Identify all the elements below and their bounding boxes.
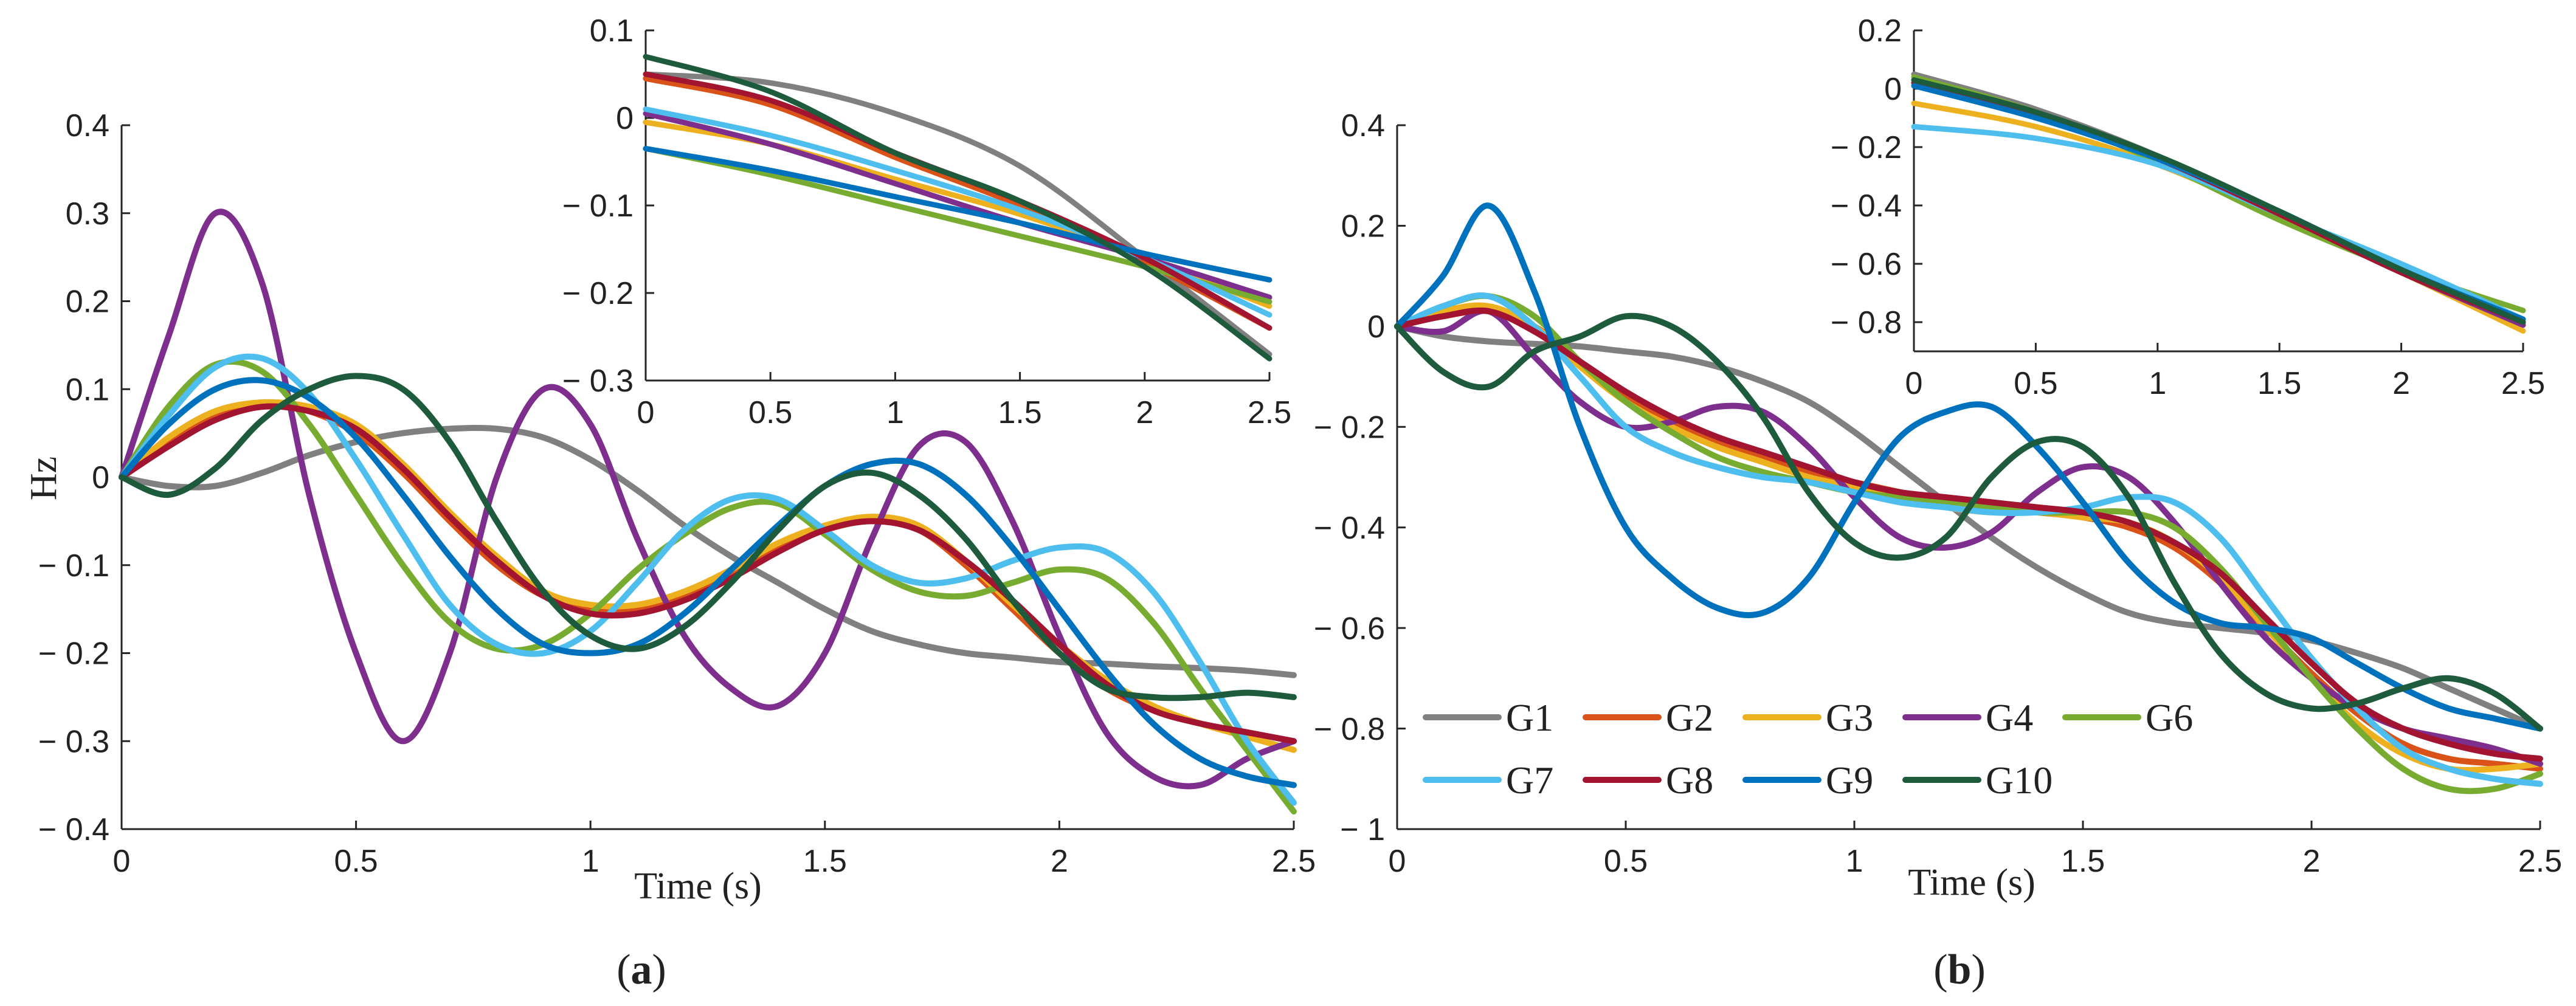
inset-a-ytick-label: − 0.3: [562, 363, 634, 399]
inset-b-ytick-label: − 0.8: [1831, 305, 1902, 340]
inset-b-xtick-label: 2: [2392, 366, 2410, 401]
inset-b: 0 0.5 1 1.5 2 2.5 − 0.8 − 0.6 − 0.4 − 0.2 0 0.2: [1831, 13, 2545, 401]
main-a-ytick-label: 0: [92, 460, 109, 495]
main-a-xtick-label: 0: [113, 844, 131, 879]
main-b-series-g8: [1394, 307, 2543, 762]
main-b-series-g9: [1394, 202, 2543, 732]
main-a-xtick-label: 1: [582, 844, 599, 879]
main-b-xtick-label: 2: [2303, 844, 2321, 879]
ylabel-a: Hz: [23, 456, 64, 500]
xlabel-b: Time (s): [1908, 862, 2036, 903]
xlabel-a: Time (s): [634, 866, 762, 907]
main-a-series-g6: [119, 358, 1297, 815]
inset-b-ytick-label: 0.2: [1858, 13, 1902, 49]
inset-b-xtick-label: 1: [2149, 366, 2166, 401]
inset-a-ytick-label: 0.1: [590, 13, 634, 49]
legend-label-g7: G7: [1506, 759, 1553, 802]
inset-b-series-g10: [1911, 77, 2526, 325]
main-a-ytick-label: − 0.4: [38, 812, 109, 847]
caption-a-letter: a: [631, 946, 652, 993]
main-b-series-g10: [1394, 312, 2543, 732]
main-b-ytick-label: 0: [1367, 309, 1385, 345]
main-a-ytick-label: − 0.3: [38, 724, 109, 759]
panel-a: 0 0.5 1 1.5 2 2.5 − 0.4 − 0.3 − 0.2 − 0.1 0 0.1 0.2 0…: [23, 13, 1316, 993]
main-a-ytick-label: 0.2: [66, 284, 109, 320]
main-a-series-g1: [119, 425, 1297, 678]
caption-b: (b): [1933, 946, 1986, 993]
main-b-ytick-label: − 0.4: [1314, 511, 1385, 546]
panel-b: 0 0.5 1 1.5 2 2.5− 1− 0.8− 0.6− 0.4− 0.200.20…: [1314, 13, 2562, 993]
inset-b-ytick-label: − 0.6: [1831, 247, 1902, 282]
caption-b-letter: b: [1948, 946, 1972, 993]
inset-a-series-g6: [643, 145, 1272, 305]
main-a-xtick-label: 1.5: [803, 844, 847, 879]
main-a-xtick-label: 2.5: [1272, 844, 1316, 879]
main-b-series-g4: [1394, 308, 2543, 767]
inset-a-xtick-label: 2.5: [1248, 395, 1291, 430]
main-b-ytick-label: − 0.2: [1314, 410, 1385, 445]
inset-a-xtick-label: 2: [1136, 395, 1153, 430]
inset-b-xtick-label: 0: [1905, 366, 1923, 401]
inset-a-ytick-label: − 0.1: [562, 188, 634, 224]
main-b-ytick-label: − 0.8: [1314, 712, 1385, 747]
main-b-xtick-label: 1.5: [2061, 844, 2105, 879]
inset-a-xtick-label: 1: [886, 395, 904, 430]
legend-label-g2: G2: [1666, 696, 1713, 739]
inset-b-xtick-label: 2.5: [2501, 366, 2545, 401]
inset-a-xtick-label: 0: [637, 395, 655, 430]
inset-a-ytick-label: − 0.2: [562, 276, 634, 311]
inset-a-ytick-label: 0: [616, 101, 634, 136]
main-b-xtick-label: 2.5: [2518, 844, 2562, 879]
main-b-ytick-label: − 1: [1340, 812, 1385, 847]
inset-a-series-g9: [643, 145, 1272, 283]
main-a-series-g4: [119, 208, 1297, 790]
plot-a: 0 0.5 1 1.5 2 2.5 − 0.4 − 0.3 − 0.2 − 0.1 0 0.1 0.2 0…: [38, 108, 1316, 879]
caption-a: (a): [616, 946, 666, 993]
main-b-series-g1: [1394, 323, 2543, 732]
legend-label-g1: G1: [1506, 696, 1553, 739]
legend-label-g8: G8: [1666, 759, 1713, 802]
main-a-series-g9: [119, 377, 1297, 788]
main-b-ytick-label: 0.2: [1341, 209, 1385, 244]
main-a-ytick-label: 0.3: [66, 196, 109, 232]
legend-label-g4: G4: [1986, 696, 2033, 739]
main-a-xtick-label: 2: [1051, 844, 1068, 879]
main-a-series-g10: [119, 373, 1297, 701]
main-a-ytick-label: − 0.2: [38, 636, 109, 672]
inset-b-xtick-label: 1.5: [2257, 366, 2301, 401]
legend-label-g3: G3: [1826, 696, 1873, 739]
inset-a-xtick-label: 1.5: [998, 395, 1041, 430]
main-b-xtick-label: 0.5: [1604, 844, 1648, 879]
main-a-xtick-label: 0.5: [334, 844, 378, 879]
inset-a-series-g10: [643, 53, 1272, 362]
main-b-ytick-label: − 0.6: [1314, 611, 1385, 646]
legend-label-g6: G6: [2146, 696, 2193, 739]
main-b-xtick-label: 1: [1846, 844, 1863, 879]
inset-a-xtick-label: 0.5: [748, 395, 792, 430]
inset-a: 0 0.5 1 1.5 2 2.5 − 0.3 − 0.2 − 0.1 0 0.1: [562, 13, 1291, 430]
main-a-ytick-label: 0.1: [66, 372, 109, 407]
main-a-ytick-label: − 0.1: [38, 548, 109, 584]
main-a-ytick-label: 0.4: [66, 108, 109, 143]
main-b-xtick-label: 0: [1389, 844, 1406, 879]
plot-b: 0 0.5 1 1.5 2 2.5 − 1 − 0.8 − 0.6 − 0.4 − 0.2 0 0.2 0…: [1314, 108, 2562, 879]
legend-label-g10: G10: [1986, 759, 2053, 802]
inset-b-xtick-label: 0.5: [2014, 366, 2057, 401]
inset-b-ytick-label: 0: [1884, 72, 1902, 107]
inset-b-ytick-label: − 0.4: [1831, 188, 1902, 224]
legend: G1 G2 G3 G4 G6 G7 G8 G9 G10: [1423, 696, 2193, 802]
legend-label-g9: G9: [1826, 759, 1873, 802]
inset-b-ytick-label: − 0.2: [1831, 130, 1902, 165]
main-b-ytick-label: 0.4: [1341, 108, 1385, 143]
